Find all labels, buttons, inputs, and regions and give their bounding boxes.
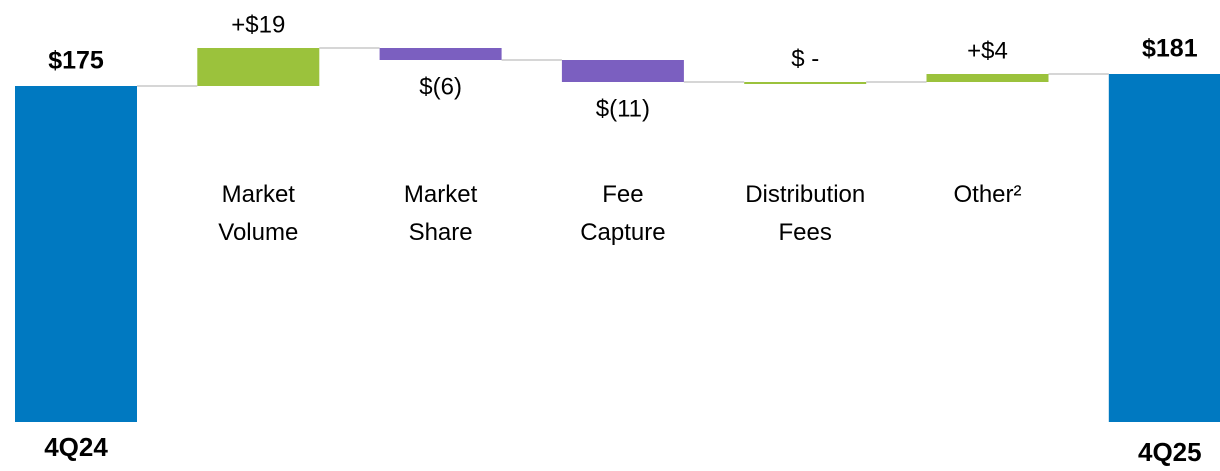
value-label: $(11) — [596, 95, 650, 122]
value-label: +$4 — [967, 37, 1008, 64]
value-label: $ - — [791, 45, 819, 72]
value-label: $181 — [1142, 35, 1198, 63]
bar — [15, 86, 137, 422]
bar — [379, 48, 502, 60]
bar — [561, 60, 684, 82]
category-label: Market Share — [403, 181, 478, 246]
value-label: $175 — [48, 47, 104, 75]
value-label: +$19 — [231, 11, 285, 38]
bar — [1108, 74, 1220, 422]
category-label: Other² — [953, 181, 1022, 208]
category-label: 4Q24 — [44, 432, 108, 462]
bar — [926, 74, 1049, 82]
category-label: Market Volume — [218, 181, 299, 246]
bar — [197, 48, 320, 86]
category-label: Distribution Fees — [745, 181, 866, 246]
category-label: 4Q25 — [1137, 437, 1202, 467]
bar — [744, 82, 867, 84]
value-label: $(6) — [419, 73, 462, 100]
category-label: Fee Capture — [580, 181, 666, 246]
